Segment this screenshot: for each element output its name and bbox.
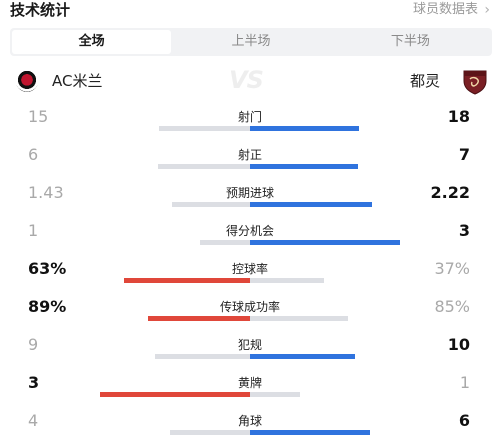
- stat-row: 6 射正 7: [0, 140, 500, 178]
- away-bar: [250, 202, 372, 207]
- away-bar: [250, 278, 324, 283]
- stat-row: 3 黄牌 1: [0, 368, 500, 406]
- stat-row: 4 角球 6: [0, 406, 500, 440]
- period-tabs: 全场 上半场 下半场: [10, 28, 492, 56]
- stats-list: 15 射门 18 6 射正 7 1.43 预期进球 2.22 1 得分机会 3 63% 控球率 37% 89%…: [0, 102, 500, 440]
- home-value: 9: [28, 335, 39, 354]
- home-value: 1.43: [28, 183, 64, 202]
- away-bar: [250, 126, 359, 131]
- ac-milan-crest-icon: [16, 70, 38, 92]
- away-value: 1: [459, 373, 470, 392]
- vs-watermark: VS: [229, 66, 264, 94]
- comparison-bar: [0, 316, 500, 321]
- away-value: 7: [458, 145, 470, 164]
- away-bar: [250, 354, 355, 359]
- home-value: 1: [28, 221, 39, 240]
- stat-label: 射正: [237, 148, 262, 162]
- home-team-name: AC米兰: [52, 72, 103, 90]
- tab-second-half[interactable]: 下半场: [390, 34, 430, 49]
- away-value: 3: [458, 221, 470, 240]
- stat-label: 黄牌: [237, 376, 262, 390]
- home-value: 6: [28, 145, 39, 164]
- torino-crest-icon: [463, 70, 487, 95]
- stats-header: 技术统计 球员数据表 ›: [0, 0, 500, 20]
- stat-label: 预期进球: [225, 186, 274, 200]
- away-value: 37%: [434, 259, 470, 278]
- home-bar: [148, 316, 250, 321]
- stat-row: 15 射门 18: [0, 102, 500, 140]
- home-bar: [159, 126, 250, 131]
- tab-first-half[interactable]: 上半场: [231, 34, 271, 49]
- comparison-bar: [0, 164, 500, 169]
- away-value: 2.22: [430, 183, 470, 202]
- comparison-bar: [0, 278, 500, 283]
- stat-label: 控球率: [231, 262, 268, 276]
- stat-label: 得分机会: [225, 224, 274, 238]
- stat-label: 射门: [237, 110, 262, 124]
- comparison-bar: [0, 126, 500, 131]
- stat-row: 9 犯规 10: [0, 330, 500, 368]
- stat-row: 63% 控球率 37%: [0, 254, 500, 292]
- home-bar: [100, 392, 250, 397]
- page-title: 技术统计: [10, 1, 71, 19]
- comparison-bar: [0, 202, 500, 207]
- stat-row: 1.43 预期进球 2.22: [0, 178, 500, 216]
- tab-full-match[interactable]: 全场: [12, 30, 172, 54]
- away-value: 10: [447, 335, 470, 354]
- home-bar: [124, 278, 250, 283]
- home-value: 63%: [28, 259, 67, 278]
- home-bar: [158, 164, 250, 169]
- home-value: 15: [28, 107, 49, 126]
- away-value: 85%: [434, 297, 470, 316]
- stat-label: 传球成功率: [219, 300, 280, 314]
- comparison-bar: [0, 392, 500, 397]
- comparison-bar: [0, 430, 500, 435]
- comparison-bar: [0, 354, 500, 359]
- away-bar: [250, 430, 370, 435]
- home-bar: [155, 354, 250, 359]
- comparison-bar: [0, 240, 500, 245]
- away-bar: [250, 240, 400, 245]
- home-value: 3: [28, 373, 40, 392]
- home-value: 89%: [28, 297, 67, 316]
- home-bar: [170, 430, 250, 435]
- away-value: 6: [458, 411, 470, 430]
- teams-bar: AC米兰 VS 都灵: [0, 62, 500, 98]
- away-bar: [250, 392, 300, 397]
- home-bar: [200, 240, 250, 245]
- home-bar: [172, 202, 250, 207]
- away-bar: [250, 316, 348, 321]
- away-value: 18: [447, 107, 470, 126]
- stat-row: 89% 传球成功率 85%: [0, 292, 500, 330]
- stat-label: 角球: [237, 414, 262, 428]
- chevron-right-icon[interactable]: ›: [484, 2, 490, 18]
- stat-label: 犯规: [237, 338, 262, 352]
- player-stats-link[interactable]: 球员数据表: [412, 2, 478, 17]
- away-bar: [250, 164, 358, 169]
- stat-row: 1 得分机会 3: [0, 216, 500, 254]
- home-value: 4: [28, 411, 39, 430]
- away-team-name: 都灵: [409, 72, 440, 90]
